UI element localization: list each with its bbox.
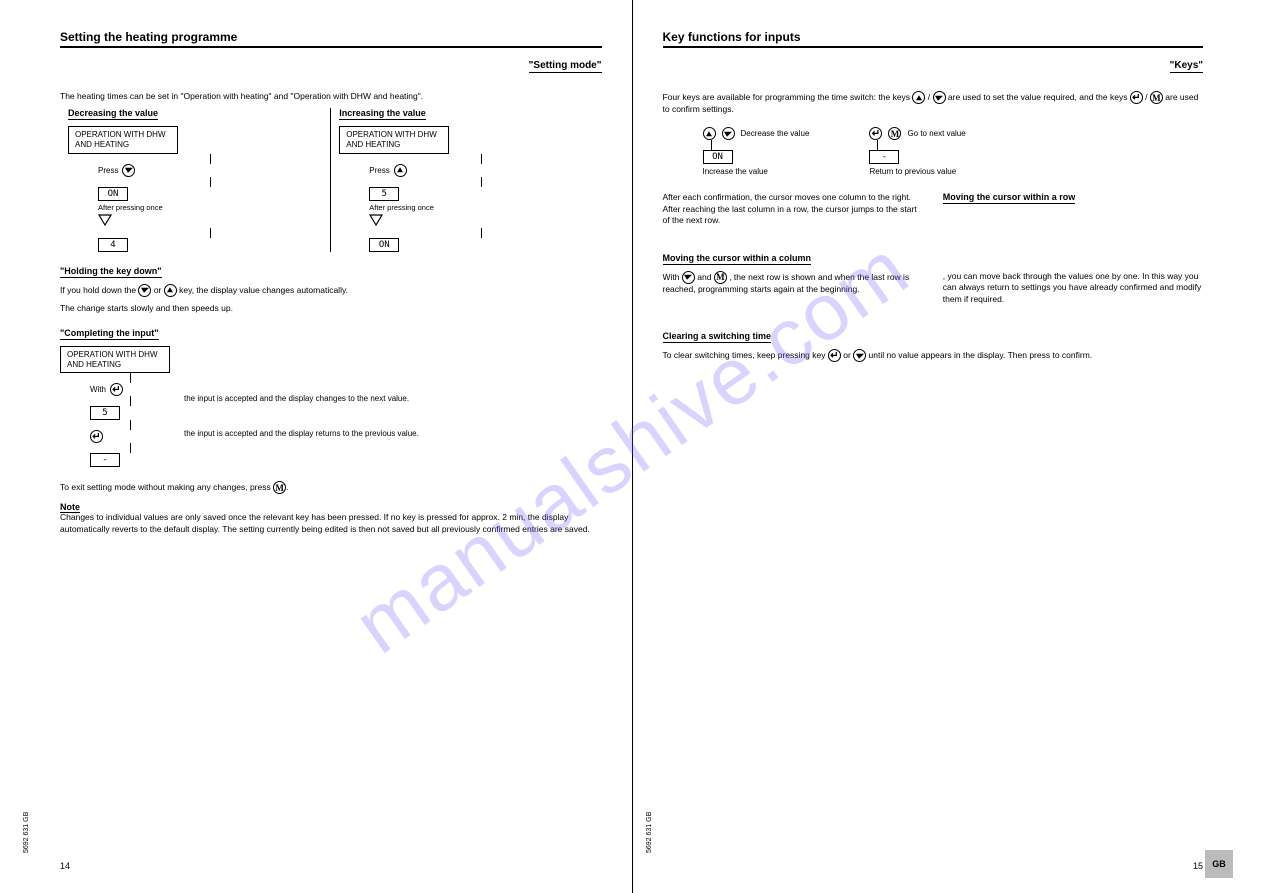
after-label: After pressing once [98, 203, 322, 212]
display-decrease: OPERATION WITH DHW AND HEATING [68, 126, 178, 153]
down-icon-5 [682, 271, 695, 284]
enter-icon-2 [90, 430, 103, 443]
right-page: Key functions for inputs "Keys" Four key… [632, 0, 1263, 893]
lang-tab: GB [1205, 850, 1233, 878]
m-icon-3 [888, 127, 901, 140]
move-col-block: Moving the cursor within a row [943, 192, 1203, 232]
m-icon-4 [714, 271, 727, 284]
move-row-block: After each confirmation, the cursor move… [663, 192, 923, 232]
m-icon [273, 481, 286, 494]
input-text2: the input is accepted and the display re… [184, 429, 602, 439]
decrease-heading: Decreasing the value [68, 108, 158, 120]
val-on-r: ON [703, 150, 733, 164]
left-title: Setting the heating programme [60, 30, 602, 48]
input-heading: "Completing the input" [60, 328, 159, 340]
holding-text: If you hold down the or key, the display… [60, 284, 602, 297]
doc-id-left: 5692 631 GB [23, 812, 30, 853]
holding-heading: "Holding the key down" [60, 266, 162, 278]
keys-intro: Four keys are available for programming … [663, 91, 1204, 115]
page-num-left: 14 [60, 861, 70, 871]
movecol-right: , you can move back through the values o… [943, 271, 1203, 305]
val-on: ON [98, 187, 128, 201]
down-icon-2 [138, 284, 151, 297]
up-icon-4 [703, 127, 716, 140]
intro-text: The heating times can be set in "Operati… [60, 91, 602, 102]
next-key-block: Go to next value - Return to previous va… [869, 127, 965, 176]
down-icon-4 [722, 127, 735, 140]
enter-icon [110, 383, 123, 396]
m-icon-2 [1150, 91, 1163, 104]
note-text: Changes to individual values are only sa… [60, 512, 602, 535]
clear-text: To clear switching times, keep pressing … [663, 349, 1204, 362]
right-title: Key functions for inputs [663, 30, 1204, 48]
exit-note: To exit setting mode without making any … [60, 481, 602, 494]
with-label: With [90, 385, 106, 394]
enter-icon-3 [1130, 91, 1143, 104]
val-4: 4 [98, 238, 128, 252]
press-label: Press [98, 166, 118, 175]
up-icon [394, 164, 407, 177]
doc-id-right: 5692 631 GB [646, 812, 653, 853]
val-5-2: 5 [90, 406, 120, 420]
down-icon-6 [853, 349, 866, 362]
page-num-right: 15 [1193, 861, 1203, 871]
clear-heading: Clearing a switching time [663, 331, 772, 343]
down-icon-3 [933, 91, 946, 104]
increase-heading: Increasing the value [339, 108, 426, 120]
tri-down-icon [98, 214, 112, 226]
after-label-2: After pressing once [369, 203, 593, 212]
keys-heading: "Keys" [1170, 60, 1203, 73]
holding-text-2: The change starts slowly and then speeds… [60, 303, 602, 314]
input-text1: the input is accepted and the display ch… [184, 394, 602, 404]
movecol-heading: Moving the cursor within a column [663, 253, 812, 265]
down-icon [122, 164, 135, 177]
press-label-2: Press [369, 166, 389, 175]
enter-icon-5 [828, 349, 841, 362]
increase-panel: Increasing the value OPERATION WITH DHW … [331, 108, 601, 251]
decrease-panel: Decreasing the value OPERATION WITH DHW … [60, 108, 331, 251]
note-heading: Note [60, 502, 602, 512]
val-dash: - [90, 453, 120, 467]
decrease-key-block: Decrease the value ON Increase the value [703, 127, 810, 176]
movecol-left: With and , the next row is shown and whe… [663, 271, 923, 305]
val-on-2: ON [369, 238, 399, 252]
val-5: 5 [369, 187, 399, 201]
up-icon-3 [912, 91, 925, 104]
display-input: OPERATION WITH DHW AND HEATING [60, 346, 170, 373]
setting-mode-heading: "Setting mode" [529, 60, 602, 73]
val-dash-r: - [869, 150, 899, 164]
tri-down-icon-2 [369, 214, 383, 226]
display-increase: OPERATION WITH DHW AND HEATING [339, 126, 449, 153]
enter-icon-4 [869, 127, 882, 140]
up-icon-2 [164, 284, 177, 297]
left-page: Setting the heating programme "Setting m… [0, 0, 632, 893]
